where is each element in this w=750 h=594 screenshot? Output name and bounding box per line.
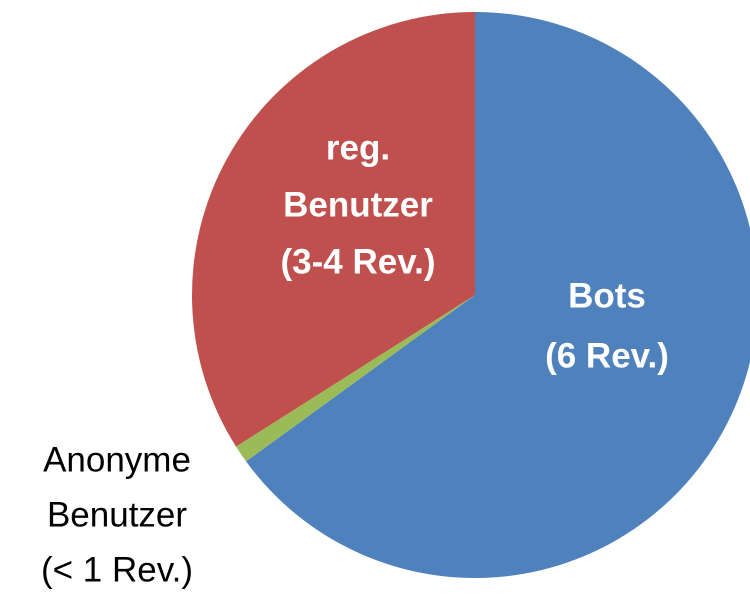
pie-slice: [236, 295, 475, 462]
slice-label: Benutzer: [283, 185, 433, 224]
slice-label: Bots: [568, 276, 646, 315]
slice-label: (< 1 Rev.): [41, 550, 193, 589]
slice-label: (3-4 Rev.): [281, 242, 436, 281]
slice-label: (6 Rev.): [545, 336, 669, 375]
pie-slice: [246, 12, 750, 578]
slice-label: Benutzer: [47, 495, 187, 534]
pie-slice: [192, 12, 475, 447]
slice-label: Anonyme: [43, 440, 191, 479]
slice-label: reg.: [326, 128, 390, 167]
